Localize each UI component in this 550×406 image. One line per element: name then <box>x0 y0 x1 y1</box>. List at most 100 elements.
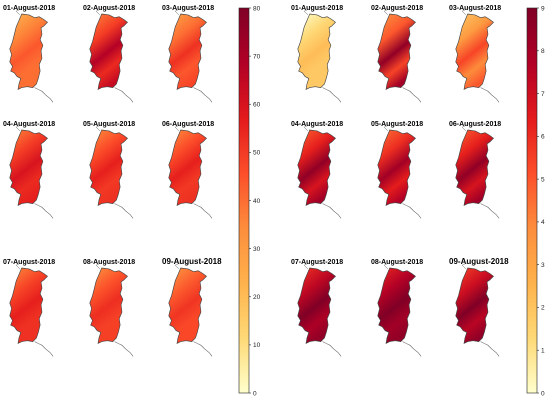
portugal-map <box>297 262 342 357</box>
border-line <box>174 124 181 132</box>
coastline-line <box>402 203 422 219</box>
map-panel: 09-August-2018 <box>162 257 222 357</box>
coastline-line <box>114 341 134 357</box>
colorbar-tick-label: 1 <box>541 348 545 355</box>
map-panel: 07-August-2018 <box>291 259 343 357</box>
portugal-map <box>455 124 500 219</box>
map-panel: 02-August-2018 <box>83 5 135 103</box>
coastline-line <box>322 341 342 357</box>
coastline-line <box>193 203 213 219</box>
portugal-map <box>377 8 422 103</box>
coastline-line <box>402 87 422 103</box>
border-line <box>303 8 310 16</box>
portugal-map <box>89 262 134 357</box>
panel-title: 07-August-2018 <box>3 259 55 266</box>
coastline-line <box>322 203 342 219</box>
colorbar-tick-label: 40 <box>253 198 261 205</box>
region-fill <box>89 13 128 91</box>
map-panel: 03-August-2018 <box>449 5 501 103</box>
map-panel: 01-August-2018 <box>291 5 343 103</box>
panel-title: 04-August-2018 <box>291 121 343 128</box>
coastline-line <box>193 87 213 103</box>
map-panel: 06-August-2018 <box>162 121 214 219</box>
portugal-map <box>168 8 213 103</box>
region-fill <box>377 13 416 91</box>
panel-title: 09-August-2018 <box>162 257 222 266</box>
coastline-line <box>480 341 500 357</box>
panel-title: 06-August-2018 <box>449 121 501 128</box>
colorbar-tick-label: 9 <box>541 5 545 12</box>
region-fill <box>9 13 48 91</box>
panel-title: 08-August-2018 <box>371 259 423 266</box>
portugal-map <box>377 262 422 357</box>
colorbar-frame <box>526 7 538 394</box>
colorbar-tick-label: 0 <box>541 390 545 397</box>
colorbar-tick-label: 80 <box>253 5 261 12</box>
border-line <box>383 262 390 270</box>
map-panel: 08-August-2018 <box>371 259 423 357</box>
portugal-map <box>89 124 134 219</box>
coastline-line <box>402 341 422 357</box>
panel-title: 05-August-2018 <box>371 121 423 128</box>
border-line <box>174 262 181 270</box>
colorbar-tick-label: 2 <box>541 305 545 312</box>
border-line <box>461 262 468 270</box>
map-panel: 05-August-2018 <box>371 121 423 219</box>
panel-title: 09-August-2018 <box>449 257 509 266</box>
region-fill <box>9 129 48 207</box>
colorbar-tick-label: 0 <box>253 390 257 397</box>
map-panel: 02-August-2018 <box>371 5 423 103</box>
region-fill <box>297 267 336 345</box>
colorbar-tick-label: 30 <box>253 246 261 253</box>
region-fill <box>168 13 207 91</box>
region-fill <box>297 129 336 207</box>
panel-title: 01-August-2018 <box>291 5 343 12</box>
colorbar-tick-label: 7 <box>541 91 545 98</box>
portugal-map <box>89 8 134 103</box>
portugal-map <box>297 124 342 219</box>
map-panel: 01-August-2018 <box>3 5 55 103</box>
colorbar-right: 0 1 2 3 4 5 6 7 8 9 <box>526 5 545 397</box>
colorbar-tick-label: 20 <box>253 294 261 301</box>
border-line <box>15 124 22 132</box>
colorbar-tick-label: 8 <box>541 48 545 55</box>
colorbar-tick-label: 50 <box>253 150 261 157</box>
border-line <box>303 262 310 270</box>
map-panel: 03-August-2018 <box>162 5 214 103</box>
panel-grid-right: 01-August-2018 02-August-2018 03-August-20… <box>291 5 509 357</box>
border-line <box>15 8 22 16</box>
panel-title: 05-August-2018 <box>83 121 135 128</box>
region-fill <box>377 129 416 207</box>
colorbar-left: 0 10 20 30 40 50 60 70 80 <box>238 5 261 397</box>
portugal-map <box>9 8 54 103</box>
coastline-line <box>480 203 500 219</box>
panel-title: 02-August-2018 <box>83 5 135 12</box>
colorbar-tick-label: 4 <box>541 219 545 226</box>
coastline-line <box>193 341 213 357</box>
border-line <box>303 124 310 132</box>
coastline-line <box>322 87 342 103</box>
map-panel: 08-August-2018 <box>83 259 135 357</box>
region-fill <box>168 129 207 207</box>
map-panel: 05-August-2018 <box>83 121 135 219</box>
panel-title: 06-August-2018 <box>162 121 214 128</box>
map-panel: 09-August-2018 <box>449 257 509 357</box>
map-panel: 07-August-2018 <box>3 259 55 357</box>
portugal-map <box>455 262 500 357</box>
portugal-map <box>455 8 500 103</box>
colorbar-tick-label: 70 <box>253 53 261 60</box>
coastline-line <box>480 87 500 103</box>
colorbar-tick-label: 6 <box>541 134 545 141</box>
panel-grid-left: 01-August-2018 02-August-2018 03-August-20… <box>3 5 222 357</box>
colorbar-tick-label: 60 <box>253 102 261 109</box>
colorbar-tick-label: 10 <box>253 342 261 349</box>
portugal-map <box>9 124 54 219</box>
region-fill <box>168 267 207 345</box>
coastline-line <box>114 87 134 103</box>
border-line <box>95 124 102 132</box>
border-line <box>461 8 468 16</box>
colorbar-tick-label: 3 <box>541 262 545 269</box>
colorbar-gradient <box>239 8 249 393</box>
